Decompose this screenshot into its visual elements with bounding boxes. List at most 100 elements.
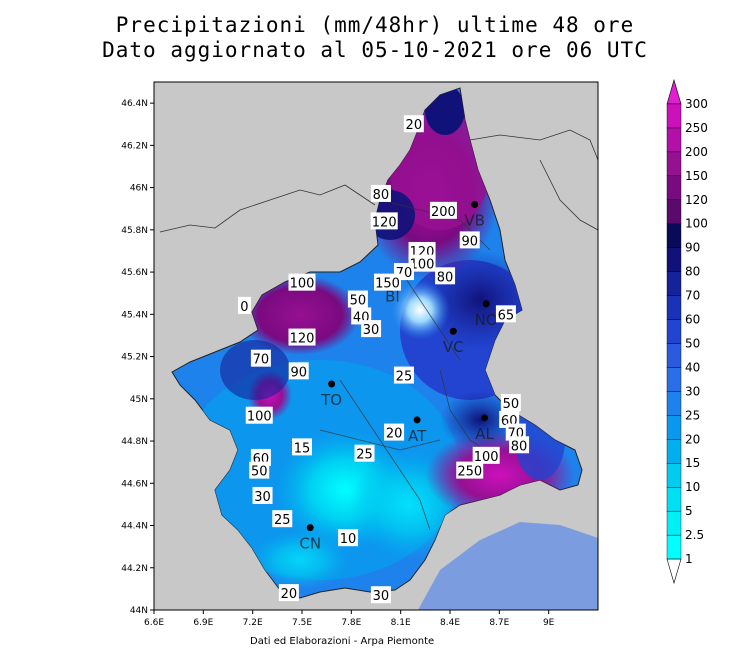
contour-label-box bbox=[459, 231, 480, 249]
lat-tick-label: 46N bbox=[130, 184, 148, 194]
lon-tick-label: 7.2E bbox=[243, 618, 263, 628]
legend-level-label: 40 bbox=[685, 360, 700, 374]
contour-label-box bbox=[278, 584, 299, 602]
contour-label: 30 bbox=[361, 320, 382, 338]
contour-labels: 2080120200120901008070150100504030120709… bbox=[237, 115, 530, 604]
lon-tick-label: 7.8E bbox=[341, 618, 361, 628]
city-dot bbox=[481, 414, 489, 422]
legend-level-label: 300 bbox=[685, 97, 708, 111]
contour-label-box bbox=[429, 201, 457, 219]
legend-swatch bbox=[666, 367, 682, 392]
contour-label-text: 80 bbox=[437, 270, 454, 285]
contour-label: 100 bbox=[408, 254, 436, 273]
contour-label-box bbox=[252, 486, 273, 504]
contour-label-box bbox=[435, 267, 456, 285]
contour-label: 25 bbox=[354, 444, 375, 463]
legend-level-label: 60 bbox=[685, 313, 700, 327]
contour-label-text: 80 bbox=[373, 188, 390, 203]
city-label: VB bbox=[464, 211, 485, 229]
contour-label: 30 bbox=[370, 586, 391, 604]
city-dot bbox=[306, 524, 314, 532]
contour-label-text: 0 bbox=[240, 300, 248, 315]
contour-label-text: 120 bbox=[372, 215, 397, 230]
lat-tick-label: 44.8N bbox=[121, 437, 148, 447]
city-dot bbox=[471, 200, 479, 208]
contour-label-text: 20 bbox=[406, 118, 423, 133]
contour-label: 100 bbox=[472, 446, 500, 465]
contour-label-box bbox=[288, 273, 316, 291]
legend-swatch bbox=[666, 391, 682, 416]
legend-level-label: 120 bbox=[685, 193, 708, 207]
contour-label-box bbox=[250, 349, 271, 367]
city-label: AL bbox=[475, 425, 494, 443]
contour-label-box bbox=[245, 406, 273, 424]
contour-label-text: 90 bbox=[461, 234, 478, 249]
legend-arrow-bottom bbox=[666, 558, 682, 585]
contour-label-box bbox=[384, 423, 405, 441]
map-title-line-1: Precipitazioni (mm/48hr) ultime 48 ore bbox=[115, 13, 635, 37]
contour-label: 10 bbox=[338, 529, 359, 547]
city-dot bbox=[328, 380, 336, 388]
lat-tick-label: 46.4N bbox=[121, 99, 148, 109]
contour-label: 65 bbox=[495, 305, 516, 323]
legend-swatch bbox=[666, 319, 682, 344]
legend-level-label: 2.5 bbox=[685, 528, 704, 542]
city-markers: TO CN AT AL VC NO BI VB bbox=[299, 200, 498, 553]
contour-label-box bbox=[403, 115, 424, 133]
lon-tick-label: 8.4E bbox=[440, 618, 460, 628]
contour-label: 80 bbox=[435, 267, 456, 285]
legend-swatch bbox=[666, 151, 682, 177]
sea-area bbox=[418, 522, 598, 610]
contour-label: 50 bbox=[347, 290, 368, 309]
contour-label: 50 bbox=[249, 461, 270, 480]
contour-label-text: 15 bbox=[294, 441, 311, 456]
contour-label-box bbox=[370, 212, 398, 230]
map-title-line-2: Dato aggiornato al 05-10-2021 ore 06 UTC bbox=[102, 38, 648, 62]
lat-tick-label: 45.4N bbox=[121, 310, 148, 320]
contour-label: 70 bbox=[250, 349, 271, 368]
legend-level-label: 90 bbox=[685, 241, 700, 255]
contour-label-text: 100 bbox=[247, 410, 272, 425]
lat-tick-label: 45.2N bbox=[121, 353, 148, 363]
legend-swatch bbox=[666, 247, 682, 272]
legend-level-label: 70 bbox=[685, 289, 700, 303]
contour-label-text: 25 bbox=[356, 448, 373, 463]
contour-label: 25 bbox=[272, 510, 293, 528]
lat-tick-label: 46.2N bbox=[121, 141, 148, 151]
contour-label-text: 30 bbox=[363, 323, 380, 338]
contour-label-box bbox=[495, 305, 516, 323]
contour-label-text: 10 bbox=[340, 532, 357, 547]
contour-label: 15 bbox=[292, 438, 312, 456]
contour-label: 20 bbox=[278, 584, 299, 602]
contour-label-box bbox=[408, 254, 436, 272]
contour-label: 250 bbox=[456, 461, 484, 480]
contour-label-box bbox=[338, 529, 359, 547]
legend-swatch bbox=[666, 271, 682, 296]
contour-label-box bbox=[288, 362, 309, 380]
legend-level-label: 250 bbox=[685, 121, 708, 135]
legend-level-label: 80 bbox=[685, 265, 700, 279]
legend-swatch bbox=[666, 295, 682, 320]
legend-level-label: 30 bbox=[685, 384, 700, 398]
contour-label-text: 20 bbox=[386, 427, 403, 442]
contour-label-text: 70 bbox=[253, 353, 270, 368]
contour-label-text: 20 bbox=[281, 587, 298, 602]
lon-tick-label: 8.1E bbox=[391, 618, 411, 628]
contour-label: 80 bbox=[370, 184, 391, 203]
contour-label-box bbox=[288, 328, 316, 346]
city-label: TO bbox=[320, 391, 342, 409]
contour-label-text: 120 bbox=[290, 332, 315, 347]
contour-label: 20 bbox=[384, 423, 405, 442]
legend-level-label: 15 bbox=[685, 456, 700, 470]
lat-tick-label: 45.8N bbox=[121, 226, 148, 236]
contour-label-text: 25 bbox=[396, 370, 413, 385]
contour-label-box bbox=[347, 290, 368, 308]
contour-label-box bbox=[500, 394, 521, 412]
contour-label-text: 50 bbox=[503, 397, 520, 412]
legend-level-label: 5 bbox=[685, 504, 693, 518]
contour-label-text: 100 bbox=[290, 277, 315, 292]
footer-credit: Dati ed Elaborazioni - Arpa Piemonte bbox=[250, 636, 435, 647]
legend-swatch bbox=[666, 463, 682, 488]
contour-label: 50 bbox=[500, 394, 521, 412]
lon-tick-label: 9E bbox=[543, 618, 555, 628]
